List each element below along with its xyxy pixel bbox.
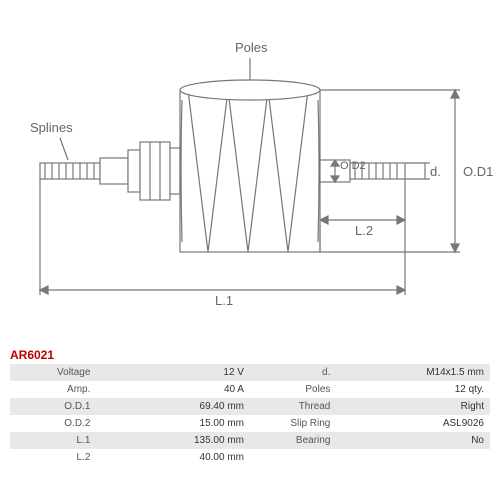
spec-key: Voltage	[10, 364, 96, 381]
od2-label: O.D2	[340, 160, 366, 172]
spec-key: Bearing	[250, 432, 336, 449]
spec-key: O.D.1	[10, 398, 96, 415]
spec-val: Right	[336, 398, 490, 415]
spec-val: 40.00 mm	[96, 449, 250, 466]
part-code: AR6021	[10, 348, 54, 362]
spec-key: O.D.2	[10, 415, 96, 432]
poles-label: Poles	[235, 40, 268, 55]
spec-val: 135.00 mm	[96, 432, 250, 449]
table-row: O.D.169.40 mmThreadRight	[10, 398, 490, 415]
spec-val: 40 A	[96, 381, 250, 398]
table-row: O.D.215.00 mmSlip RingASL9026	[10, 415, 490, 432]
l1-label: L.1	[215, 293, 233, 308]
spec-val: No	[336, 432, 490, 449]
spec-key: Thread	[250, 398, 336, 415]
rotor-diagram: Splines Poles O.D1 d. O.D2 L.2 L.1	[0, 0, 500, 340]
table-row: Voltage12 Vd.M14x1.5 mm	[10, 364, 490, 381]
spec-val: 69.40 mm	[96, 398, 250, 415]
splines-label: Splines	[30, 120, 73, 135]
table-row: L.240.00 mm	[10, 449, 490, 466]
spec-table: Voltage12 Vd.M14x1.5 mmAmp.40 APoles12 q…	[10, 364, 490, 466]
spec-val: 15.00 mm	[96, 415, 250, 432]
spec-key	[250, 449, 336, 466]
spec-key: Poles	[250, 381, 336, 398]
spec-val	[336, 449, 490, 466]
spec-val: ASL9026	[336, 415, 490, 432]
spec-key: d.	[250, 364, 336, 381]
spec-key: Amp.	[10, 381, 96, 398]
spec-val: 12 V	[96, 364, 250, 381]
l2-label: L.2	[355, 223, 373, 238]
d-label: d.	[430, 164, 441, 179]
spec-key: L.1	[10, 432, 96, 449]
od1-label: O.D1	[463, 164, 493, 179]
spec-val: M14x1.5 mm	[336, 364, 490, 381]
spec-key: Slip Ring	[250, 415, 336, 432]
table-row: Amp.40 APoles12 qty.	[10, 381, 490, 398]
table-row: L.1135.00 mmBearingNo	[10, 432, 490, 449]
spec-val: 12 qty.	[336, 381, 490, 398]
spec-key: L.2	[10, 449, 96, 466]
